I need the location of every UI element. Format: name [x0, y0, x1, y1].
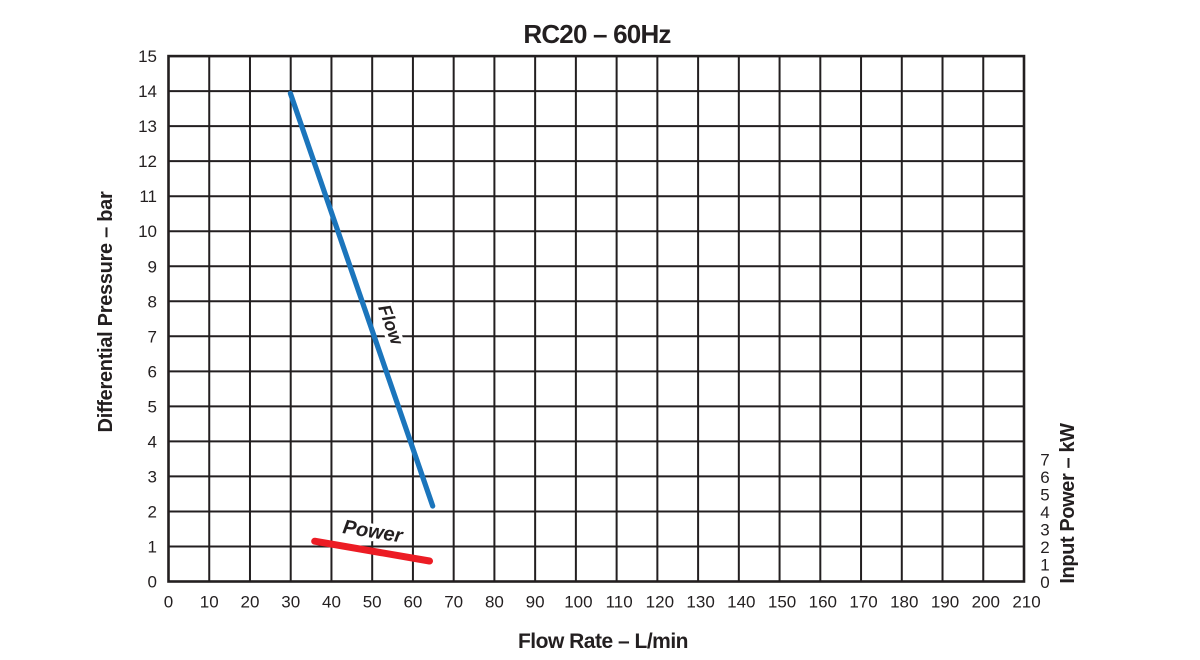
svg-text:6: 6	[148, 362, 157, 381]
svg-text:10: 10	[200, 593, 219, 612]
svg-text:130: 130	[686, 593, 714, 612]
svg-text:3: 3	[1040, 520, 1049, 539]
svg-text:0: 0	[148, 573, 157, 592]
svg-text:90: 90	[526, 593, 545, 612]
svg-text:4: 4	[1040, 503, 1049, 522]
svg-text:100: 100	[564, 593, 592, 612]
svg-text:2: 2	[148, 502, 157, 521]
svg-text:160: 160	[809, 593, 837, 612]
svg-text:1: 1	[148, 537, 157, 556]
svg-text:Flow Rate – L/min: Flow Rate – L/min	[518, 630, 688, 653]
svg-text:Input Power – kW: Input Power – kW	[1057, 423, 1079, 584]
svg-text:5: 5	[1040, 485, 1049, 504]
svg-text:140: 140	[727, 593, 755, 612]
svg-text:0: 0	[164, 593, 173, 612]
svg-text:190: 190	[931, 593, 959, 612]
svg-text:50: 50	[363, 593, 382, 612]
svg-text:2: 2	[1040, 538, 1049, 557]
svg-text:120: 120	[646, 593, 674, 612]
svg-text:20: 20	[241, 593, 260, 612]
svg-text:180: 180	[890, 593, 918, 612]
svg-text:150: 150	[768, 593, 796, 612]
svg-text:3: 3	[148, 467, 157, 486]
svg-text:RC20 – 60Hz: RC20 – 60Hz	[523, 19, 671, 49]
svg-text:0: 0	[1040, 573, 1049, 592]
svg-text:170: 170	[849, 593, 877, 612]
svg-text:10: 10	[138, 222, 157, 241]
svg-text:110: 110	[606, 593, 633, 612]
svg-text:80: 80	[485, 593, 504, 612]
svg-text:8: 8	[148, 292, 157, 311]
svg-text:13: 13	[138, 117, 157, 136]
svg-text:1: 1	[1040, 555, 1049, 574]
svg-text:4: 4	[148, 432, 157, 451]
svg-text:70: 70	[444, 593, 463, 612]
svg-text:7: 7	[1040, 450, 1049, 469]
svg-text:11: 11	[139, 187, 157, 206]
svg-text:200: 200	[972, 593, 1000, 612]
svg-text:60: 60	[403, 593, 422, 612]
svg-text:210: 210	[1012, 593, 1040, 612]
svg-text:30: 30	[281, 593, 300, 612]
svg-text:Differential Pressure – bar: Differential Pressure – bar	[95, 191, 117, 432]
svg-text:6: 6	[1040, 468, 1049, 487]
svg-text:14: 14	[138, 82, 157, 101]
svg-text:12: 12	[138, 152, 157, 171]
svg-text:40: 40	[322, 593, 341, 612]
svg-text:7: 7	[148, 327, 157, 346]
svg-text:15: 15	[138, 47, 157, 66]
svg-text:5: 5	[148, 397, 157, 416]
svg-text:9: 9	[148, 257, 157, 276]
